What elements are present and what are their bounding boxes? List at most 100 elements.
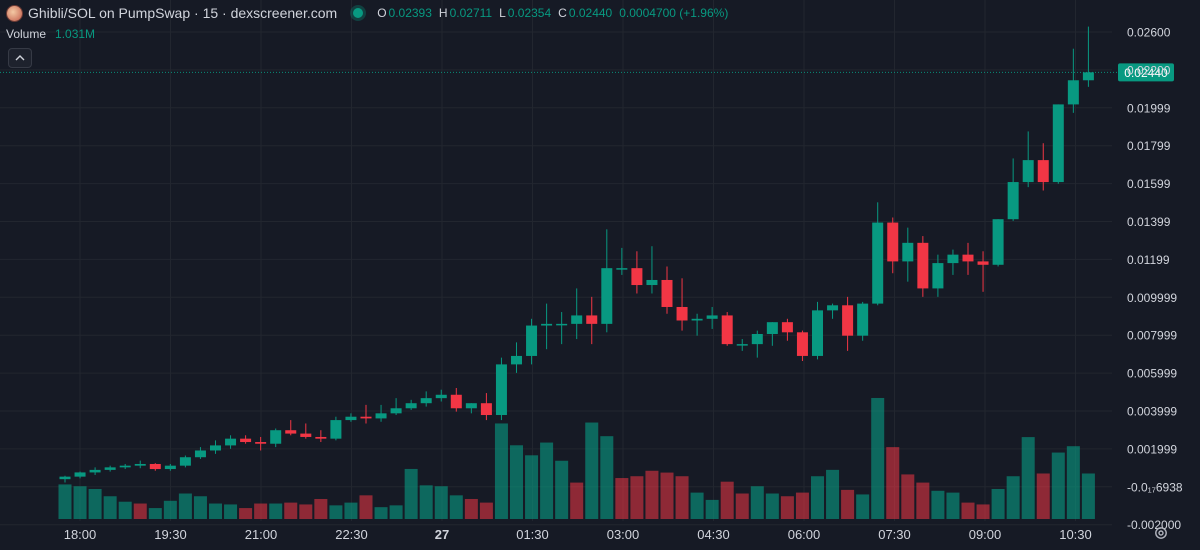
- candle: [59, 475, 71, 483]
- candle-body: [1052, 104, 1064, 183]
- volume-bar: [856, 494, 870, 519]
- volume-bar: [765, 493, 779, 519]
- volume-bar: [600, 436, 614, 519]
- candle: [240, 435, 252, 444]
- candle: [857, 301, 869, 341]
- candle: [691, 313, 703, 336]
- volume-label: Volume: [6, 27, 47, 41]
- volume-bar: [961, 502, 975, 519]
- price-tick-label: 0.02200: [1127, 63, 1171, 77]
- candle: [1007, 158, 1019, 221]
- price-tick-label: 0.009999: [1127, 291, 1177, 305]
- candle: [270, 428, 282, 448]
- candle-body: [526, 325, 538, 356]
- time-tick-label: 01:30: [516, 527, 549, 542]
- volume-bar: [434, 486, 448, 519]
- volume-bar: [585, 422, 599, 519]
- candle: [616, 247, 628, 275]
- volume-bar: [133, 503, 147, 519]
- candle: [89, 467, 101, 475]
- candle: [511, 342, 522, 373]
- volume-bar: [359, 495, 373, 519]
- price-tick-label: 0.005999: [1127, 367, 1177, 381]
- candle-body: [962, 254, 974, 262]
- volume-bar: [570, 482, 584, 519]
- price-tick-label: 0.01199: [1127, 253, 1170, 267]
- price-tick-label: -0.002000: [1127, 518, 1181, 532]
- volume-bar: [675, 476, 689, 519]
- candle: [872, 202, 884, 306]
- candle: [571, 288, 583, 340]
- candle-body: [616, 268, 628, 270]
- candle: [601, 229, 613, 333]
- volume-bar: [705, 499, 719, 519]
- time-tick-label: 04:30: [697, 527, 730, 542]
- candle-body: [917, 242, 929, 289]
- candle-body: [315, 436, 327, 439]
- candle: [330, 416, 342, 441]
- low-value: 0.02354: [507, 6, 552, 20]
- collapse-legend-button[interactable]: [8, 48, 32, 68]
- volume-bar: [555, 460, 569, 519]
- volume-bar: [284, 502, 298, 519]
- candle: [661, 266, 673, 314]
- candle: [526, 318, 538, 365]
- candle: [751, 330, 763, 358]
- chart-settings-button[interactable]: [1152, 524, 1170, 542]
- candle-body: [1022, 160, 1034, 183]
- price-change: 0.0004700 (+1.96%): [619, 6, 729, 20]
- candle: [721, 312, 733, 346]
- candle-body: [495, 364, 507, 416]
- candle: [194, 447, 206, 459]
- volume-bar: [841, 489, 855, 519]
- volume-bar: [540, 442, 554, 519]
- candle: [917, 236, 929, 297]
- candle: [1067, 48, 1079, 113]
- candle-body: [992, 219, 1004, 265]
- candle-body: [646, 279, 658, 286]
- candle-body: [541, 323, 553, 326]
- time-tick-label: 22:30: [335, 527, 368, 542]
- volume-bar: [88, 488, 102, 519]
- volume-bar: [1066, 446, 1080, 519]
- volume-bar: [479, 502, 493, 519]
- volume-bar: [269, 503, 283, 519]
- volume-bar: [193, 496, 207, 519]
- time-tick-label: 09:00: [969, 527, 1002, 542]
- candle: [706, 306, 718, 329]
- time-axis: 18:00 19:30 21:00 22:30 27 01:30 03:00 04:30 06:…: [64, 527, 1092, 542]
- volume-bar: [73, 486, 87, 519]
- candle-body: [435, 394, 447, 399]
- price-axis: 0.02600 0.02200 0.01999 0.01799 0.01599 0.013…: [1127, 26, 1183, 533]
- volume-bar: [148, 508, 162, 519]
- candle: [495, 357, 507, 421]
- candle: [179, 455, 191, 468]
- volume-bar: [630, 476, 644, 519]
- candle-body: [164, 465, 176, 470]
- candle-body: [872, 222, 884, 304]
- volume-bar: [209, 503, 222, 519]
- volume-bar: [163, 500, 177, 519]
- volume-bar: [1021, 437, 1035, 519]
- candle: [345, 413, 357, 422]
- candle-body: [736, 344, 748, 346]
- candle: [556, 312, 568, 345]
- volume-bar: [103, 496, 117, 519]
- time-tick-label: 19:30: [154, 527, 187, 542]
- candle-body: [1067, 80, 1079, 105]
- candle-body: [887, 222, 899, 262]
- candle-body: [947, 254, 959, 264]
- candle-body: [59, 476, 71, 480]
- volume-bar: [660, 472, 674, 519]
- candle-body: [721, 315, 733, 345]
- candle-body: [194, 450, 206, 458]
- time-tick-label: 18:00: [64, 527, 97, 542]
- candle-body: [300, 433, 312, 437]
- candle: [932, 254, 944, 297]
- candle: [450, 388, 462, 412]
- candle-body: [511, 355, 522, 365]
- low-key: L: [499, 6, 506, 20]
- candle-body: [812, 310, 823, 356]
